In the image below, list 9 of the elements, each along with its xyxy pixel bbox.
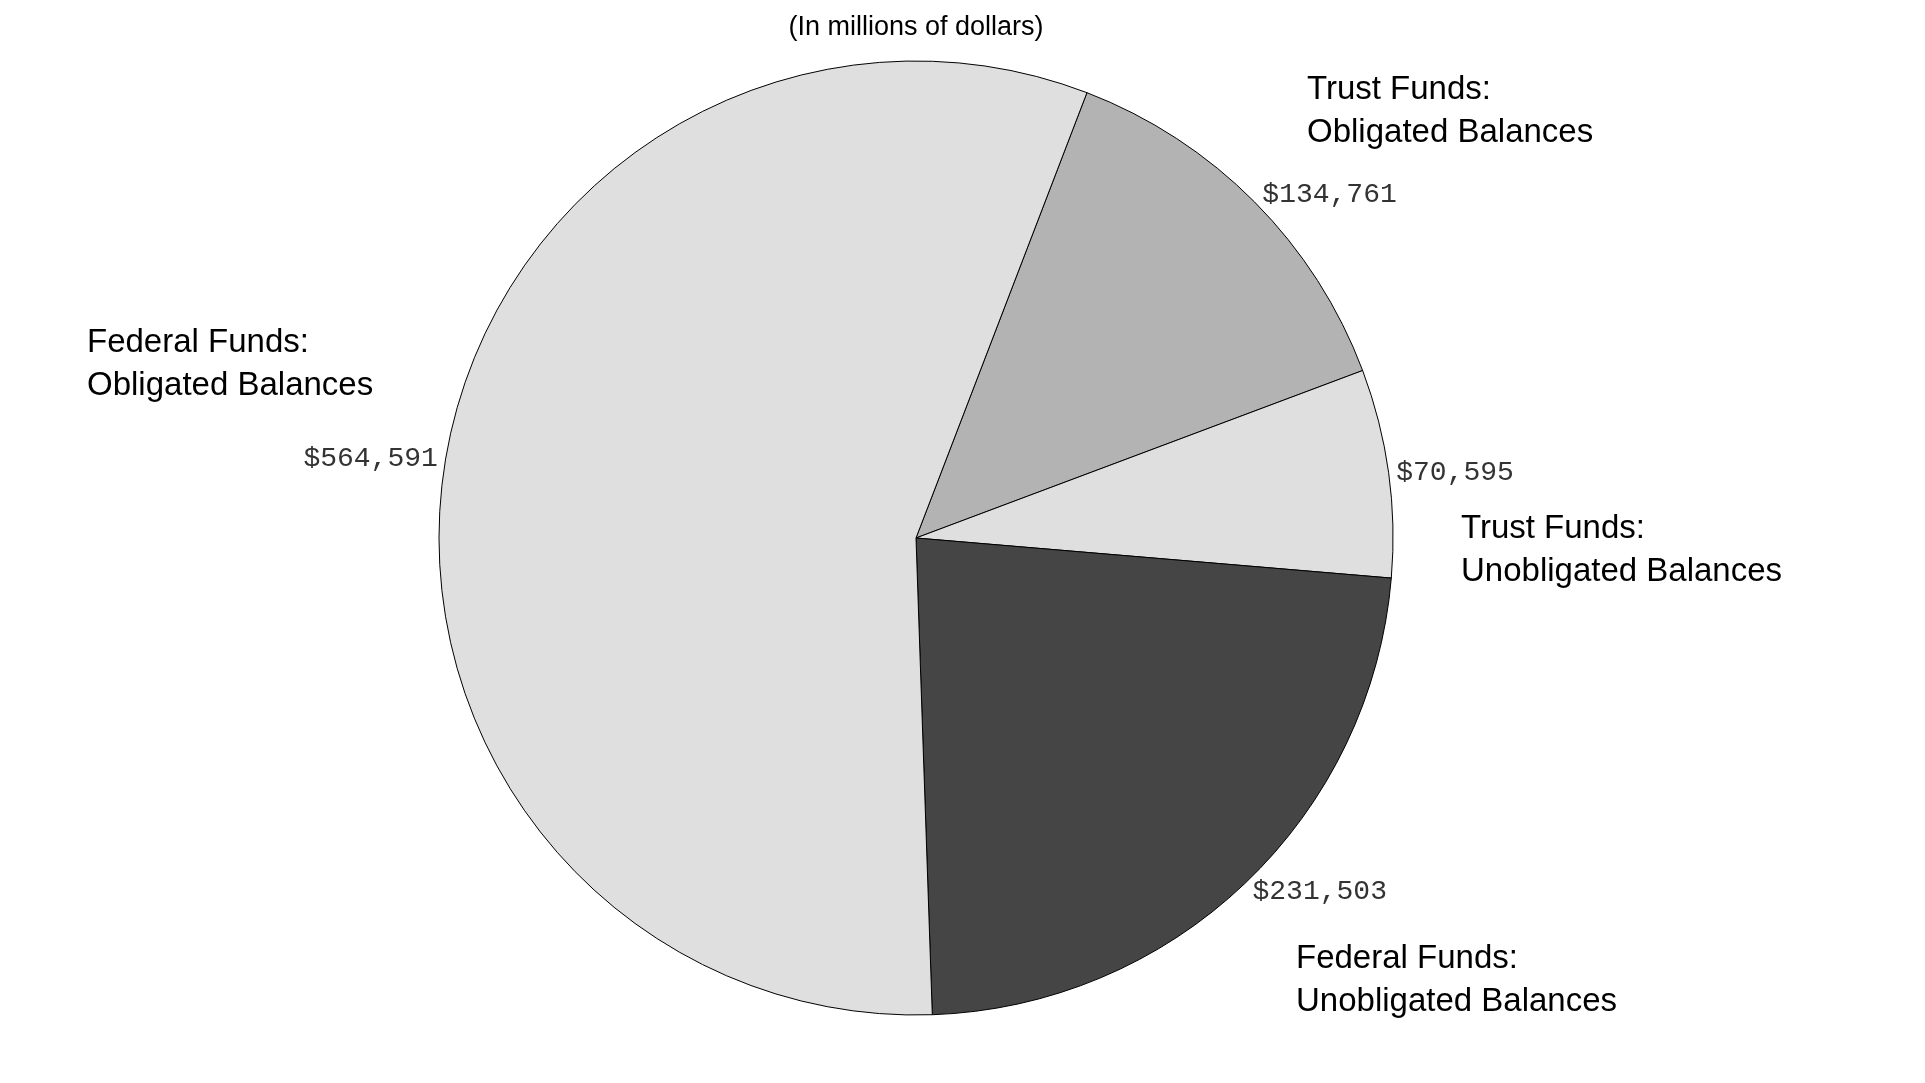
slice-label: Federal Funds: Obligated Balances (87, 322, 374, 402)
data-label: $134,761 (1262, 178, 1397, 210)
chart-title: (In millions of dollars) (788, 11, 1044, 42)
data-label: $70,595 (1396, 456, 1514, 488)
data-label: $231,503 (1252, 876, 1387, 908)
data-label: $564,591 (303, 443, 438, 475)
slice-label: Federal Funds: Unobligated Balances (1296, 938, 1618, 1018)
slice-label: Trust Funds: Unobligated Balances (1461, 508, 1783, 588)
slice-label: Trust Funds: Obligated Balances (1307, 69, 1594, 149)
